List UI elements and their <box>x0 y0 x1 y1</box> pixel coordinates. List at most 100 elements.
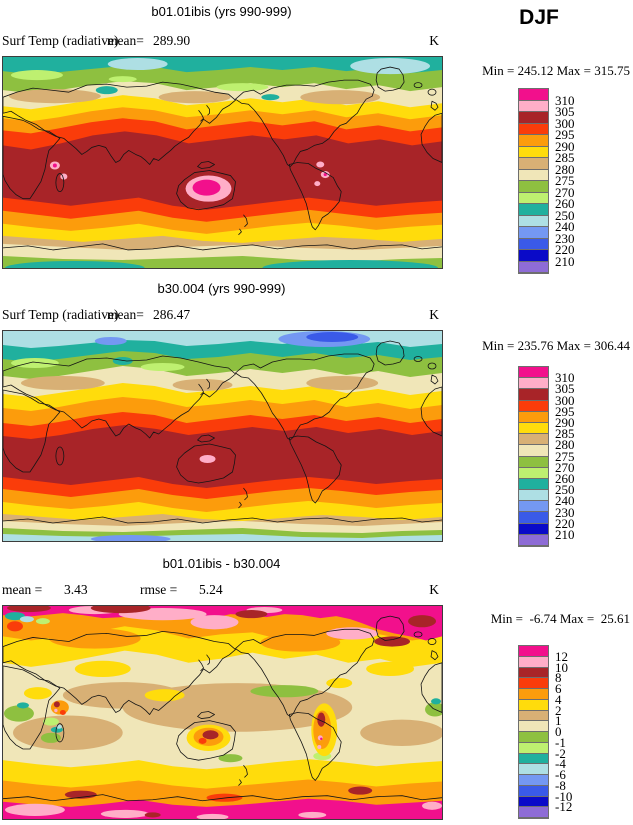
legend-swatch <box>519 181 548 193</box>
legend-label: -1 <box>555 734 566 750</box>
legend-label: 300 <box>555 115 575 131</box>
map-difference <box>3 606 442 819</box>
legend-label: 295 <box>555 403 575 419</box>
legend-swatch <box>519 689 548 700</box>
legend-swatch <box>519 785 548 797</box>
panel2-mean-value: 286.47 <box>153 307 191 322</box>
legend-swatch <box>519 775 548 786</box>
legend-label: 6 <box>555 681 562 696</box>
panel1-colorbar: 310 305 300 295 290 285 280 275 270 260 250 240 230 2… <box>518 88 575 274</box>
legend-swatch <box>519 400 548 412</box>
legend-swatch <box>519 490 548 502</box>
legend-swatch <box>519 250 548 262</box>
panel2-mean-label: mean= <box>107 307 144 322</box>
legend-swatch <box>519 158 548 170</box>
temperature-bands-1 <box>3 57 442 268</box>
legend-swatch <box>519 742 548 754</box>
legend-swatch <box>519 215 548 227</box>
map-b30-004 <box>3 331 442 541</box>
difference-bands <box>3 606 442 819</box>
legend-swatch <box>519 192 548 204</box>
panel3-rmse-label: rmse = <box>140 582 178 597</box>
panel3-units: K <box>429 582 439 597</box>
legend-swatch <box>519 169 548 181</box>
legend-label: 275 <box>555 448 575 464</box>
legend-label: 240 <box>555 219 575 234</box>
legend-swatch <box>519 389 548 401</box>
legend-swatch <box>519 699 548 711</box>
legend-swatch <box>519 534 548 546</box>
legend-swatch <box>519 667 548 679</box>
legend-swatch <box>519 710 548 722</box>
temperature-bands-2 <box>3 331 442 541</box>
panel1-variable-label: Surf Temp (radiative) <box>2 33 119 48</box>
panel1-mean-label: mean= <box>107 33 144 48</box>
map-b01-01ibis <box>3 57 442 268</box>
legend-label: 270 <box>555 459 575 475</box>
legend-label: 250 <box>555 482 575 498</box>
panel3-minmax: Min = -6.74 Max = 25.61 <box>490 611 630 626</box>
legend-label: 2 <box>555 702 562 718</box>
legend-label: 220 <box>555 242 575 257</box>
legend-swatch <box>519 753 548 765</box>
legend-swatch <box>519 146 548 158</box>
legend-label: 270 <box>555 184 575 200</box>
legend-label: -10 <box>555 788 573 804</box>
legend-label: 310 <box>555 370 575 386</box>
legend-swatch <box>519 656 548 668</box>
panel3-rmse-value: 5.24 <box>199 582 223 597</box>
legend-label: 280 <box>555 161 575 177</box>
legend-swatch <box>519 367 548 379</box>
legend-label: 260 <box>555 471 575 486</box>
legend-swatch <box>519 204 548 216</box>
legend-swatch <box>519 227 548 239</box>
legend-swatch <box>519 89 548 101</box>
legend-swatch <box>519 523 548 535</box>
legend-swatch <box>519 478 548 491</box>
panel3-mean-value: 3.43 <box>64 582 88 597</box>
panel2-map-frame <box>2 330 443 542</box>
legend-label: 295 <box>555 127 575 142</box>
season-label: DJF <box>519 6 559 29</box>
panel2-title: b30.004 (yrs 990-999) <box>157 281 286 296</box>
legend-label: 260 <box>555 196 575 211</box>
legend-swatch <box>519 100 548 112</box>
legend-swatch <box>519 764 548 775</box>
legend-label: 240 <box>555 493 575 509</box>
legend-label: 300 <box>555 392 575 408</box>
legend-label: -4 <box>555 756 566 772</box>
legend-label: 0 <box>555 724 562 739</box>
panel1-header: Surf Temp (radiative) mean= 289.90 K <box>2 33 441 51</box>
legend-label: 310 <box>555 92 575 108</box>
legend-label: 275 <box>555 173 575 188</box>
legend-label: 280 <box>555 437 575 453</box>
legend-swatch <box>519 123 548 135</box>
legend-label: -6 <box>555 767 566 782</box>
legend-label: 4 <box>555 691 562 707</box>
legend-label: 305 <box>555 381 575 397</box>
legend-label: 250 <box>555 207 575 223</box>
panel1-mean-value: 289.90 <box>153 33 191 48</box>
legend-swatch <box>519 646 548 657</box>
legend-swatch <box>519 467 548 479</box>
panel3-header: mean = 3.43 rmse = 5.24 K <box>2 582 441 600</box>
legend-swatch <box>519 678 548 689</box>
panel2-minmax: Min = 235.76 Max = 306.44 <box>482 338 630 353</box>
legend-label: 305 <box>555 104 575 119</box>
panel2-variable-label: Surf Temp (radiative) <box>2 307 119 322</box>
legend-swatch <box>519 456 548 468</box>
legend-label: -12 <box>555 799 573 815</box>
legend-label: 1 <box>555 713 562 729</box>
legend-label: -8 <box>555 777 566 793</box>
legend-label: 230 <box>555 230 575 246</box>
panel3-map-frame <box>2 605 443 820</box>
legend-label: 230 <box>555 504 575 520</box>
panel2-colorbar: 310 305 300 295 290 285 280 275 270 260 250 240 230 2… <box>518 366 575 547</box>
legend-swatch <box>519 422 548 435</box>
legend-swatch <box>519 501 548 513</box>
legend-swatch <box>519 434 548 446</box>
legend-swatch <box>519 721 548 732</box>
panel1-minmax: Min = 245.12 Max = 315.75 <box>482 63 630 78</box>
legend-swatch <box>519 112 548 124</box>
legend-swatch <box>519 512 548 524</box>
